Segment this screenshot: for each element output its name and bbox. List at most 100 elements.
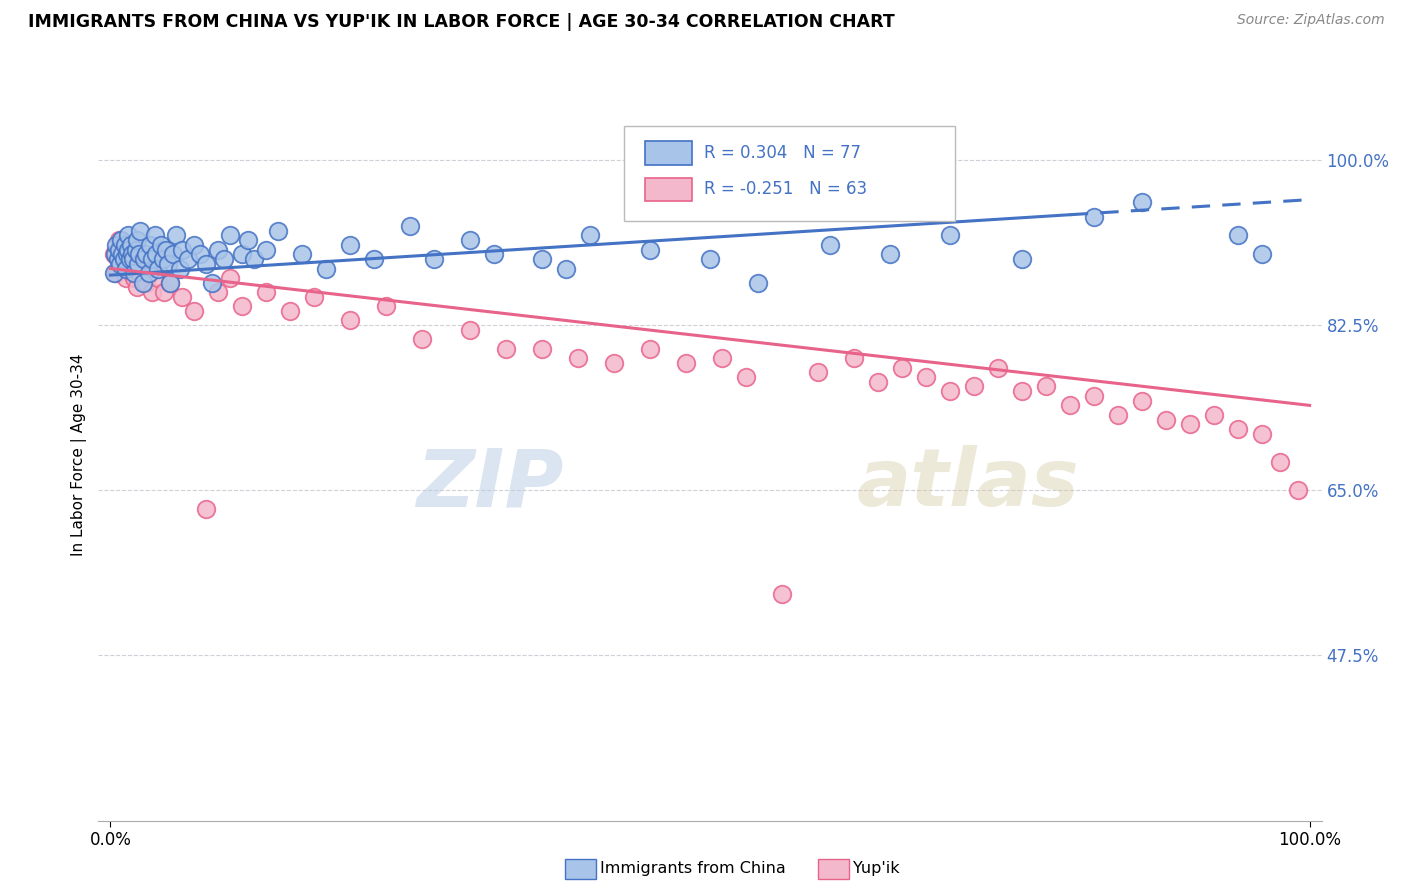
Point [117,261,139,276]
Point [159,276,181,290]
Point [129,224,152,238]
Point [1059,398,1081,412]
Point [375,299,398,313]
Point [125,280,148,294]
Point [267,224,290,238]
Point [1083,389,1105,403]
Text: ZIP: ZIP [416,445,564,524]
Point [1083,210,1105,224]
Point [132,252,155,266]
Point [132,276,155,290]
Point [120,238,142,252]
Point [879,247,901,261]
Point [115,261,138,276]
Point [1226,422,1249,436]
Point [155,243,177,257]
Point [1011,252,1033,266]
Point [866,375,889,389]
Point [315,261,337,276]
Point [231,247,253,261]
Point [111,243,134,257]
Point [115,247,138,261]
Point [987,360,1010,375]
Point [149,238,172,252]
Point [807,365,830,379]
Point [121,247,143,261]
Point [120,243,142,257]
Text: Source: ZipAtlas.com: Source: ZipAtlas.com [1237,13,1385,28]
Point [105,238,128,252]
Point [117,228,139,243]
Point [183,304,205,318]
Point [207,285,229,299]
Point [842,351,865,366]
Point [110,233,132,247]
Point [122,252,145,266]
Point [124,271,146,285]
Point [127,257,149,271]
Point [1226,228,1249,243]
Point [458,233,481,247]
Point [105,266,128,280]
Point [603,356,626,370]
Point [139,238,162,252]
Point [567,351,589,366]
Point [818,238,841,252]
Point [963,379,986,393]
Point [675,356,697,370]
Point [531,252,554,266]
Point [219,271,242,285]
Y-axis label: In Labor Force | Age 30-34: In Labor Force | Age 30-34 [72,353,87,557]
Point [118,252,141,266]
Point [121,266,143,280]
Point [183,238,205,252]
Point [1268,455,1291,469]
Point [638,243,661,257]
Point [114,238,136,252]
Point [711,351,734,366]
Point [159,276,181,290]
Point [214,252,236,266]
Point [1011,384,1033,399]
Point [219,228,242,243]
Point [103,266,125,280]
Point [699,252,721,266]
Point [482,247,505,261]
Point [177,252,200,266]
Point [231,299,253,313]
Point [339,238,361,252]
Point [304,290,326,304]
Point [104,247,127,261]
Point [124,266,146,280]
Point [1130,195,1153,210]
Point [110,252,132,266]
Point [555,261,578,276]
Point [138,266,160,280]
Point [165,228,187,243]
Point [148,271,170,285]
Point [1286,483,1309,498]
Point [291,247,314,261]
Point [108,257,131,271]
FancyBboxPatch shape [624,126,955,221]
Text: IMMIGRANTS FROM CHINA VS YUP'IK IN LABOR FORCE | AGE 30-34 CORRELATION CHART: IMMIGRANTS FROM CHINA VS YUP'IK IN LABOR… [28,13,894,31]
Point [118,252,141,266]
Point [128,247,150,261]
Text: Immigrants from China: Immigrants from China [600,862,786,876]
Point [735,370,758,384]
Point [1107,408,1129,422]
Point [103,247,125,261]
Point [169,261,191,276]
Point [1154,412,1177,426]
Point [495,342,517,356]
Point [939,228,962,243]
Bar [645,141,692,164]
Point [939,384,962,399]
Point [156,257,179,271]
Point [243,252,266,266]
Point [135,247,157,261]
Point [152,252,174,266]
Point [129,266,152,280]
Point [114,257,136,271]
Point [125,233,148,247]
